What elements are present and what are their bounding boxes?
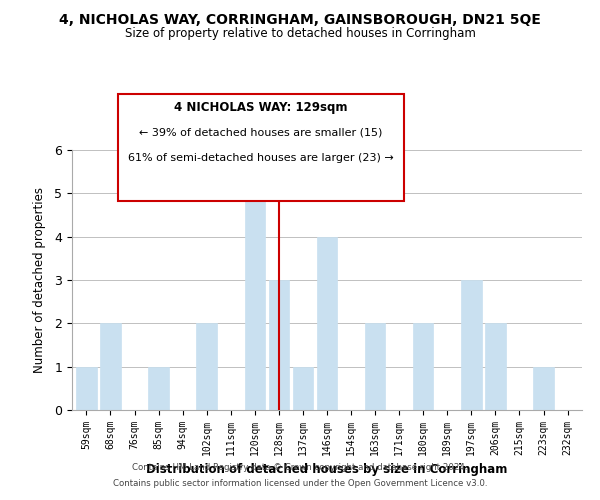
- FancyBboxPatch shape: [118, 94, 404, 201]
- Text: ← 39% of detached houses are smaller (15): ← 39% of detached houses are smaller (15…: [139, 128, 383, 138]
- Bar: [461, 280, 482, 410]
- Bar: [317, 236, 337, 410]
- Text: Size of property relative to detached houses in Corringham: Size of property relative to detached ho…: [125, 28, 475, 40]
- Text: 61% of semi-detached houses are larger (23) →: 61% of semi-detached houses are larger (…: [128, 154, 394, 164]
- Y-axis label: Number of detached properties: Number of detached properties: [33, 187, 46, 373]
- Text: 4, NICHOLAS WAY, CORRINGHAM, GAINSBOROUGH, DN21 5QE: 4, NICHOLAS WAY, CORRINGHAM, GAINSBOROUG…: [59, 12, 541, 26]
- X-axis label: Distribution of detached houses by size in Corringham: Distribution of detached houses by size …: [146, 464, 508, 476]
- Bar: [533, 366, 554, 410]
- Bar: [100, 324, 121, 410]
- Bar: [76, 366, 97, 410]
- Bar: [365, 324, 385, 410]
- Bar: [148, 366, 169, 410]
- Bar: [245, 194, 265, 410]
- Bar: [293, 366, 313, 410]
- Text: Contains HM Land Registry data © Crown copyright and database right 2024.: Contains HM Land Registry data © Crown c…: [132, 464, 468, 472]
- Bar: [413, 324, 433, 410]
- Bar: [196, 324, 217, 410]
- Bar: [269, 280, 289, 410]
- Text: 4 NICHOLAS WAY: 129sqm: 4 NICHOLAS WAY: 129sqm: [174, 102, 347, 114]
- Bar: [485, 324, 506, 410]
- Text: Contains public sector information licensed under the Open Government Licence v3: Contains public sector information licen…: [113, 478, 487, 488]
